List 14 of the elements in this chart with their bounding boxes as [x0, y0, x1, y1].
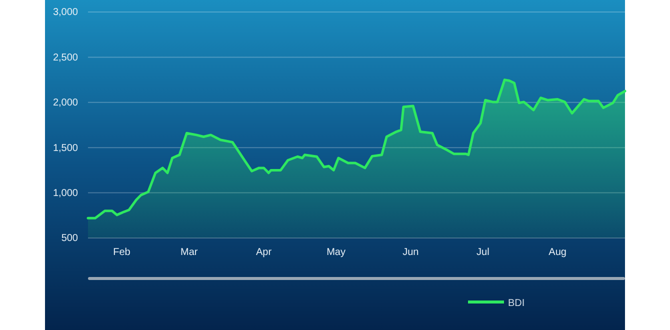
x-tick-label: Jul	[476, 247, 490, 258]
x-tick-label: Apr	[256, 247, 272, 258]
y-tick-label: 3,000	[52, 7, 78, 18]
y-tick-label: 2,500	[52, 52, 78, 64]
x-tick-label: Jun	[402, 247, 419, 258]
y-tick-label: 2,000	[52, 98, 78, 109]
x-tick-label: Aug	[548, 247, 566, 258]
y-tick-label: 1,500	[52, 142, 78, 154]
y-tick-label: 500	[61, 233, 78, 244]
y-tick-label: 1,000	[52, 188, 78, 199]
legend-label: BDI	[508, 298, 525, 309]
x-tick-label: May	[326, 247, 346, 258]
x-tick-label: Feb	[113, 247, 131, 258]
x-tick-label: Mar	[180, 247, 198, 258]
